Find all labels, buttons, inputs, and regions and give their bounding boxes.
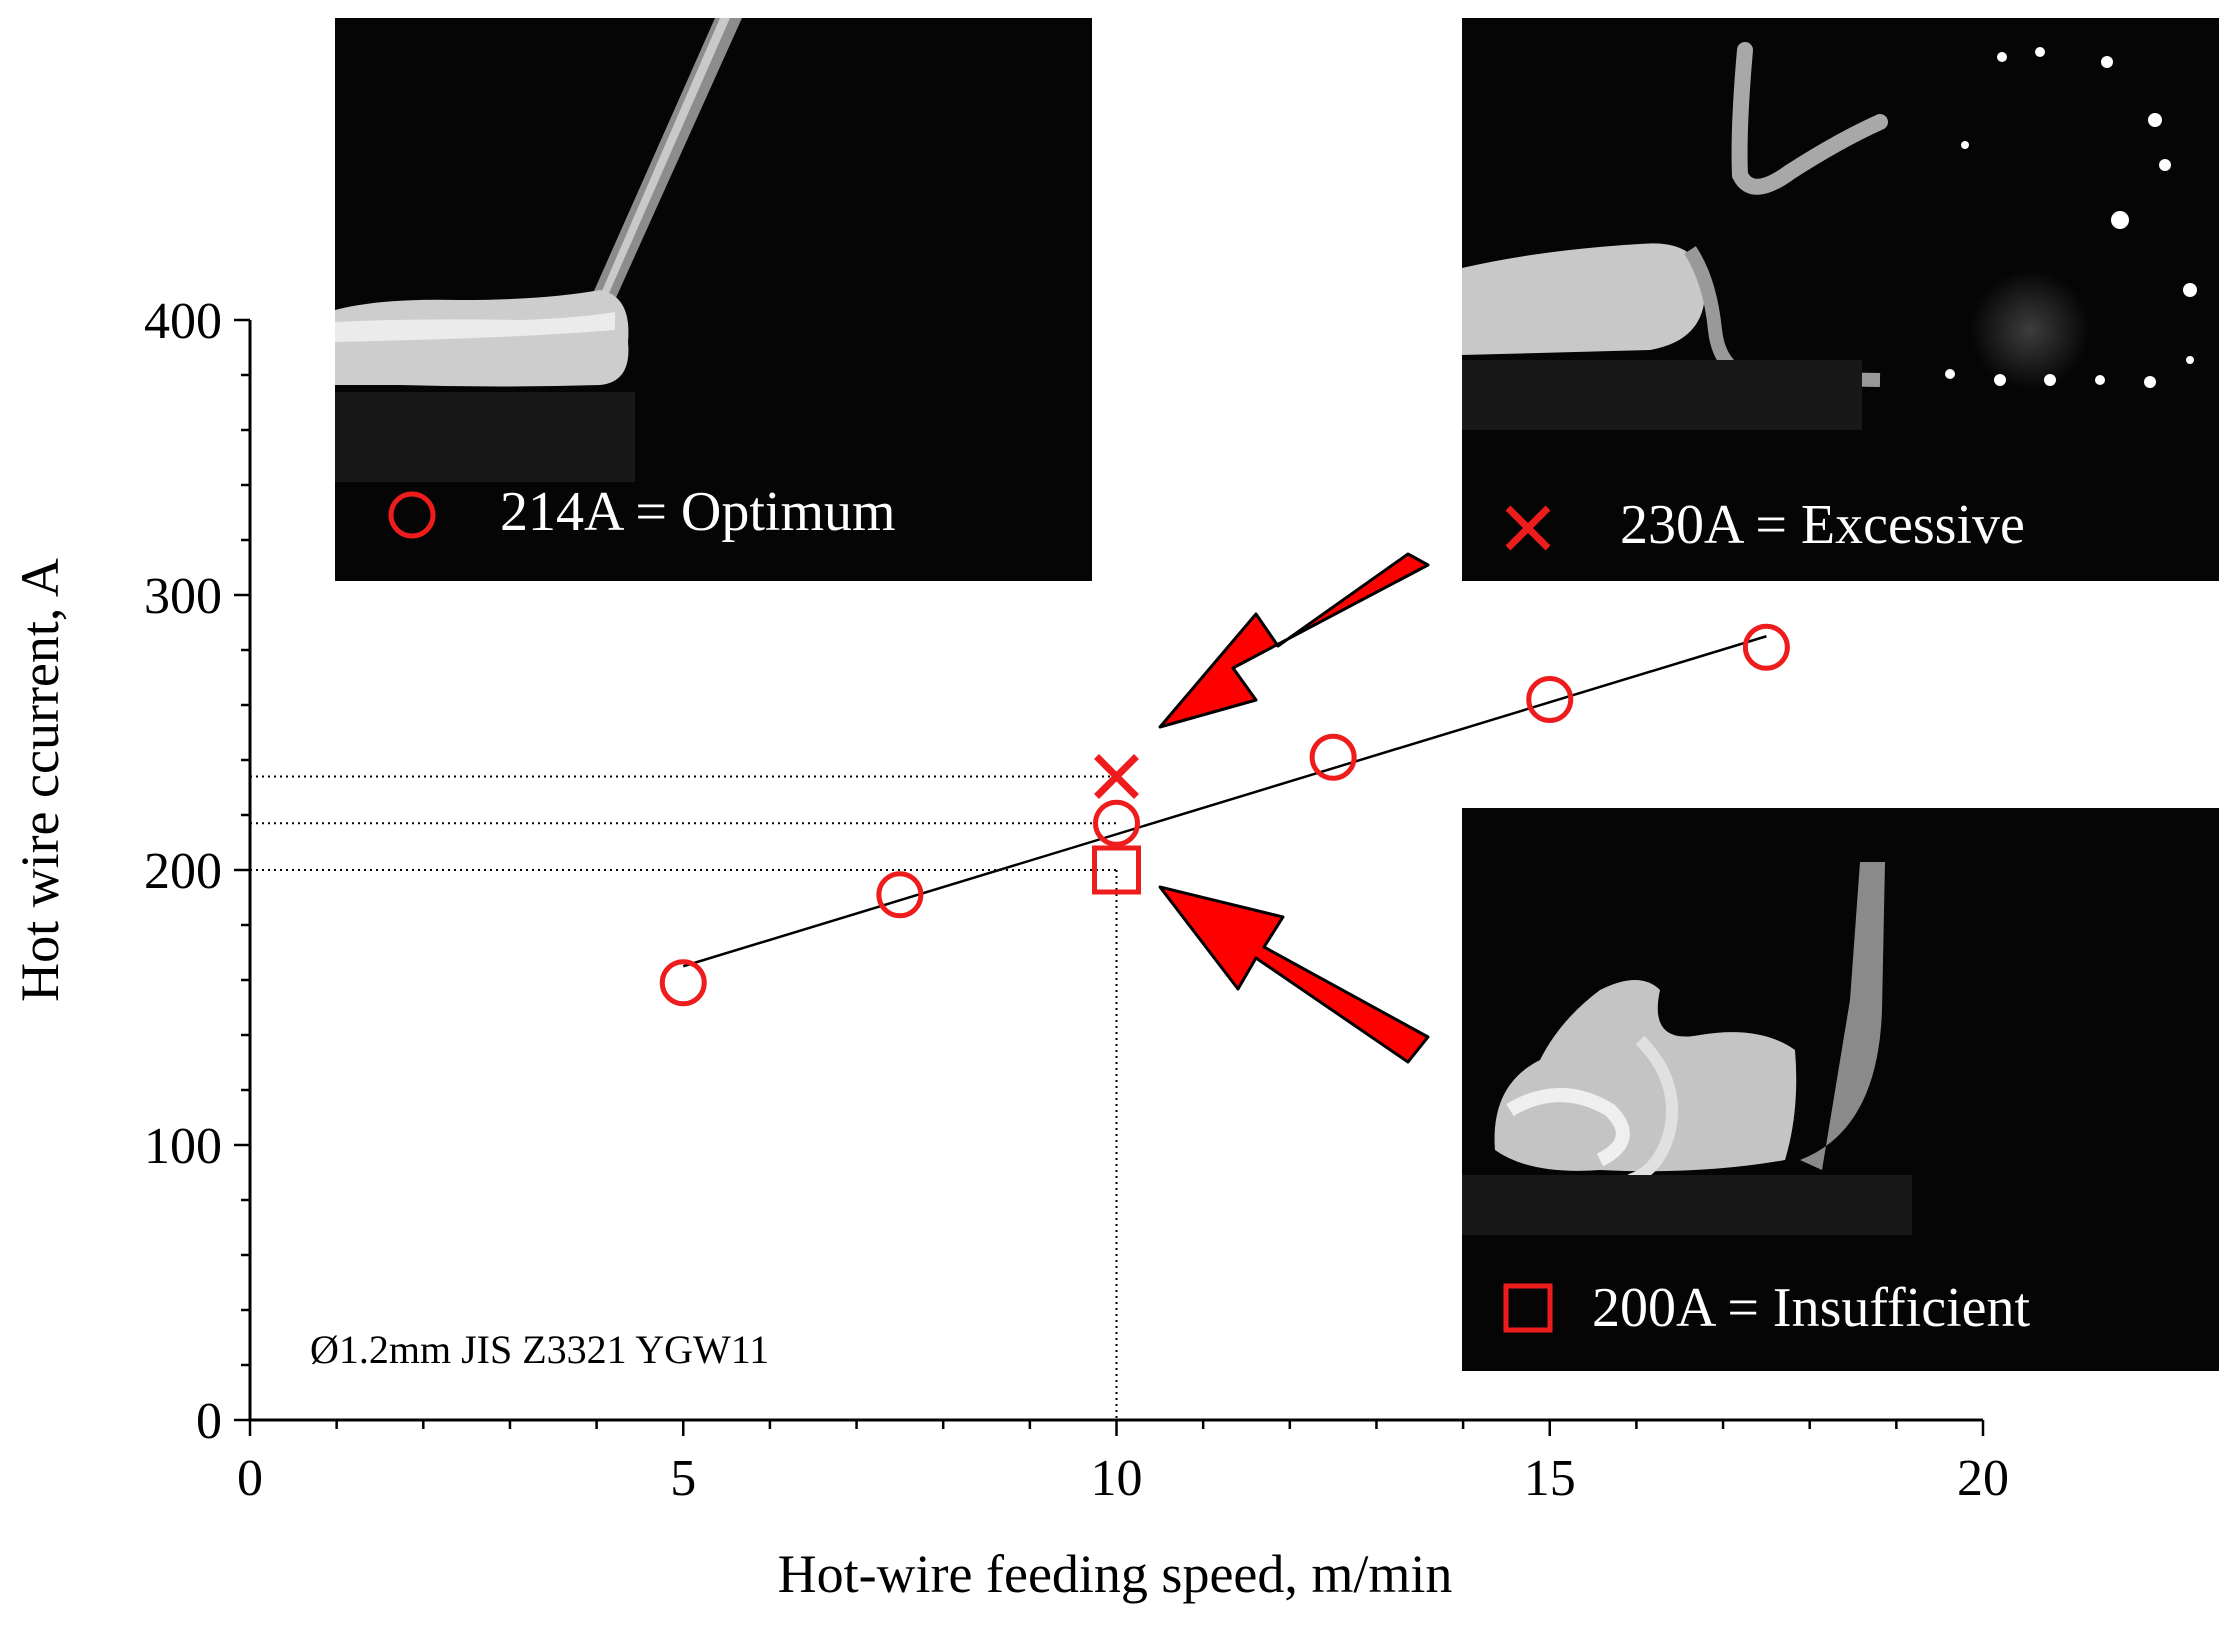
data-point-x	[1094, 754, 1139, 799]
x-tick-label: 5	[670, 1450, 696, 1507]
inset-circle-marker-shape	[388, 491, 436, 539]
arrow-to-insufficient	[1158, 885, 1430, 1064]
y-tick-label: 300	[144, 568, 222, 625]
reference-lines	[250, 775, 1118, 1420]
inset-square-marker-shape	[1503, 1283, 1553, 1333]
inset-marker-x	[1505, 505, 1551, 551]
inset-label-insufficient: 200A = Insufficient	[1592, 1277, 2030, 1339]
inset-marker-circle	[388, 491, 436, 539]
data-point-circle	[1526, 676, 1574, 723]
x-tick-label: 20	[1957, 1450, 2009, 1507]
data-points	[659, 623, 1790, 1007]
inset-x-marker-shape	[1505, 505, 1551, 551]
inset-excessive: 230A = Excessive	[1462, 18, 2219, 581]
y-tick-label: 400	[144, 293, 222, 350]
data-point-circle	[876, 871, 924, 919]
x-tick-label: 15	[1524, 1450, 1576, 1507]
trend-line	[682, 635, 1767, 968]
y-tick-label: 200	[144, 843, 222, 900]
data-point-circle	[1742, 623, 1790, 671]
data-point-circle	[1093, 799, 1140, 847]
data-point-square	[1092, 845, 1141, 895]
inset-label-excessive: 230A = Excessive	[1620, 494, 2025, 556]
y-axis-label: Hot wire ccurrent, A	[10, 558, 70, 1002]
y-tick-label: 100	[144, 1118, 222, 1175]
data-point-circle	[1309, 733, 1357, 781]
x-tick-label: 10	[1091, 1450, 1143, 1507]
fit-line	[682, 635, 1767, 968]
arrow-to-excessive	[1158, 552, 1430, 729]
wire-spec-annotation: Ø1.2mm JIS Z3321 YGW11	[310, 1327, 769, 1372]
x-axis-label: Hot-wire feeding speed, m/min	[778, 1544, 1453, 1604]
data-point-circle	[659, 959, 707, 1007]
inset-label-optimum: 214A = Optimum	[500, 481, 896, 543]
x-tick-label: 0	[237, 1450, 263, 1507]
inset-insufficient: 200A = Insufficient	[1462, 808, 2219, 1371]
inset-marker-square	[1503, 1283, 1553, 1333]
inset-optimum: 214A = Optimum	[335, 18, 1092, 581]
y-tick-label: 0	[196, 1393, 222, 1450]
